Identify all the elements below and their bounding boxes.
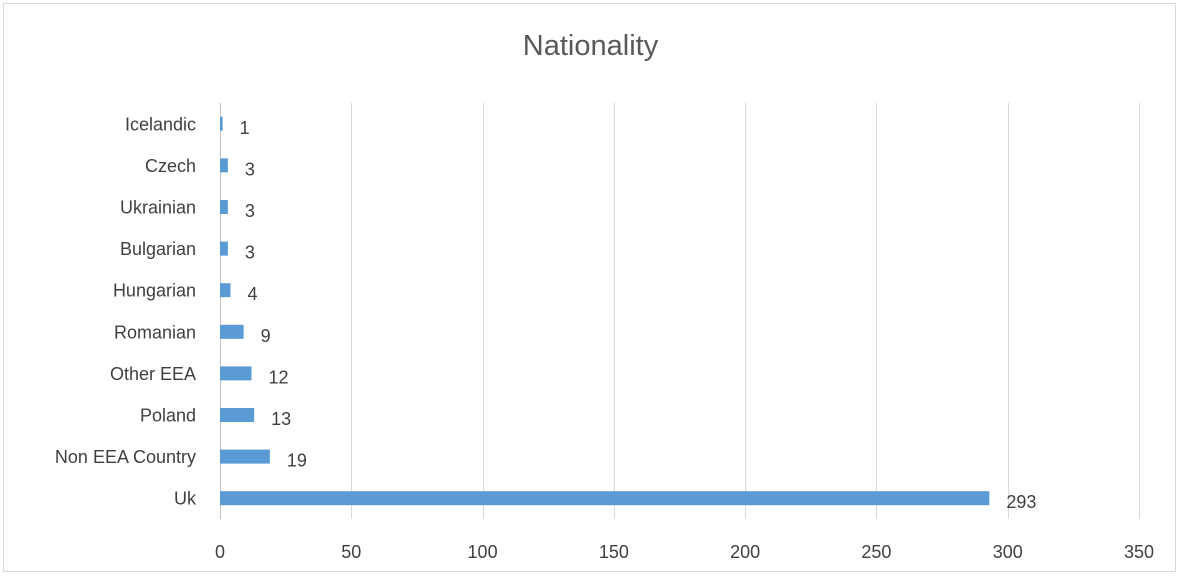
data-label: 12 <box>269 367 289 387</box>
data-label: 4 <box>248 284 258 304</box>
category-label: Non EEA Country <box>55 447 196 467</box>
data-label: 3 <box>245 159 255 179</box>
x-tick-label: 50 <box>341 542 361 562</box>
gridlines <box>220 103 1140 519</box>
category-label: Uk <box>174 489 197 509</box>
x-tick-label: 350 <box>1124 542 1154 562</box>
x-tick-label: 300 <box>993 542 1023 562</box>
category-label: Czech <box>145 156 196 176</box>
bar <box>220 116 223 131</box>
data-label: 3 <box>245 201 255 221</box>
data-label: 13 <box>271 409 291 429</box>
data-label: 19 <box>287 451 307 471</box>
bars <box>220 116 990 506</box>
x-tick-label: 0 <box>215 542 225 562</box>
bar <box>220 324 244 339</box>
x-tick-label: 250 <box>861 542 891 562</box>
bar <box>220 366 252 381</box>
category-label: Ukrainian <box>120 198 196 218</box>
bar <box>220 449 270 464</box>
data-label: 1 <box>240 118 250 138</box>
bar <box>220 408 255 422</box>
data-label: 3 <box>245 243 255 263</box>
x-axis-tick-labels: 0 50 100 150 200 250 300 350 <box>215 542 1154 562</box>
category-label: Romanian <box>114 322 196 342</box>
category-label: Icelandic <box>125 114 196 134</box>
x-tick-label: 200 <box>730 542 760 562</box>
category-label: Poland <box>140 406 196 426</box>
bar <box>220 241 228 256</box>
category-label: Bulgarian <box>120 239 196 259</box>
x-tick-label: 100 <box>468 542 498 562</box>
category-label: Other EEA <box>110 364 196 384</box>
bar <box>220 158 228 173</box>
data-label: 9 <box>261 326 271 346</box>
bar <box>220 283 231 298</box>
chart-frame <box>3 3 1176 572</box>
bar <box>220 491 990 506</box>
chart-title: Nationality <box>522 30 659 62</box>
value-labels: 293 19 13 12 9 4 3 3 3 1 <box>240 118 1037 512</box>
category-label: Hungarian <box>113 281 196 301</box>
x-tick-label: 150 <box>599 542 629 562</box>
bar <box>220 200 228 214</box>
data-label: 293 <box>1006 492 1036 512</box>
category-labels: Uk Non EEA Country Poland Other EEA Romanian… <box>55 114 197 508</box>
